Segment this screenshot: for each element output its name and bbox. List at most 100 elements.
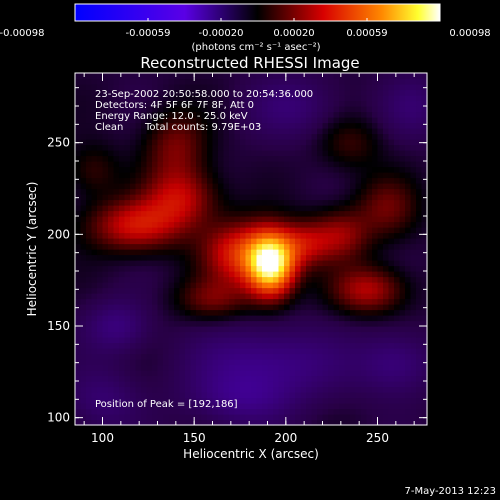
heatmap-cell: [146, 84, 153, 91]
heatmap-cell: [284, 375, 291, 382]
heatmap-cell: [267, 304, 274, 311]
heatmap-cell: [168, 89, 175, 96]
heatmap-cell: [377, 73, 384, 80]
heatmap-cell: [322, 342, 329, 349]
heatmap-cell: [91, 106, 98, 113]
heatmap-cell: [399, 342, 406, 349]
heatmap-cell: [196, 117, 203, 124]
heatmap-cell: [212, 254, 219, 261]
heatmap-cell: [201, 348, 208, 355]
heatmap-cell: [416, 183, 423, 190]
heatmap-cell: [207, 386, 214, 393]
heatmap-cell: [119, 161, 126, 168]
heatmap-cell: [399, 408, 406, 415]
heatmap-cell: [80, 348, 87, 355]
heatmap-cell: [185, 271, 192, 278]
heatmap-cell: [344, 166, 351, 173]
heatmap-cell: [388, 194, 395, 201]
heatmap-cell: [119, 166, 126, 173]
heatmap-cell: [405, 89, 412, 96]
heatmap-cell: [355, 100, 362, 107]
heatmap-cell: [366, 177, 373, 184]
heatmap-cell: [240, 128, 247, 135]
heatmap-cell: [113, 304, 120, 311]
heatmap-cell: [388, 282, 395, 289]
heatmap-cell: [372, 408, 379, 415]
heatmap-cell: [267, 331, 274, 338]
heatmap-cell: [119, 84, 126, 91]
heatmap-cell: [240, 397, 247, 404]
heatmap-cell: [240, 414, 247, 421]
heatmap-cell: [245, 210, 252, 217]
heatmap-cell: [416, 89, 423, 96]
heatmap-cell: [333, 320, 340, 327]
heatmap-cell: [168, 144, 175, 151]
heatmap-cell: [201, 337, 208, 344]
heatmap-cell: [333, 139, 340, 146]
heatmap-cell: [168, 370, 175, 377]
heatmap-cell: [410, 73, 417, 80]
heatmap-cell: [399, 128, 406, 135]
heatmap-cell: [86, 298, 93, 305]
heatmap-cell: [388, 381, 395, 388]
heatmap-cell: [399, 331, 406, 338]
heatmap-cell: [284, 392, 291, 399]
heatmap-cell: [218, 95, 225, 102]
heatmap-cell: [223, 381, 230, 388]
heatmap-cell: [405, 249, 412, 256]
heatmap-cell: [157, 194, 164, 201]
heatmap-cell: [278, 331, 285, 338]
heatmap-cell: [388, 106, 395, 113]
heatmap-cell: [383, 342, 390, 349]
heatmap-cell: [350, 117, 357, 124]
heatmap-cell: [179, 260, 186, 267]
heatmap-cell: [174, 232, 181, 239]
heatmap-cell: [223, 392, 230, 399]
heatmap-cell: [306, 199, 313, 206]
heatmap-cell: [416, 320, 423, 327]
heatmap-cell: [278, 227, 285, 234]
heatmap-cell: [86, 249, 93, 256]
heatmap-cell: [317, 320, 324, 327]
heatmap-cell: [245, 150, 252, 157]
heatmap-cell: [366, 315, 373, 322]
heatmap-cell: [311, 238, 318, 245]
heatmap-cell: [124, 397, 131, 404]
heatmap-cell: [135, 265, 142, 272]
heatmap-cell: [333, 392, 340, 399]
heatmap-cell: [311, 386, 318, 393]
heatmap-cell: [91, 293, 98, 300]
heatmap-cell: [278, 337, 285, 344]
heatmap-cell: [366, 254, 373, 261]
heatmap-cell: [152, 293, 159, 300]
heatmap-cell: [366, 309, 373, 316]
heatmap-cell: [201, 188, 208, 195]
heatmap-cell: [416, 139, 423, 146]
heatmap-cell: [168, 392, 175, 399]
heatmap-cell: [416, 128, 423, 135]
heatmap-cell: [355, 342, 362, 349]
heatmap-cell: [179, 166, 186, 173]
heatmap-cell: [317, 309, 324, 316]
heatmap-cell: [108, 254, 115, 261]
heatmap-cell: [135, 183, 142, 190]
heatmap-cell: [218, 106, 225, 113]
heatmap-cell: [394, 150, 401, 157]
heatmap-cell: [295, 95, 302, 102]
heatmap-cell: [245, 304, 252, 311]
heatmap-cell: [174, 386, 181, 393]
heatmap-cell: [163, 111, 170, 118]
heatmap-cell: [146, 282, 153, 289]
heatmap-cell: [108, 271, 115, 278]
heatmap-cell: [75, 238, 82, 245]
heatmap-cell: [251, 298, 258, 305]
heatmap-cell: [317, 375, 324, 382]
heatmap-cell: [344, 177, 351, 184]
heatmap-cell: [256, 117, 263, 124]
heatmap-cell: [361, 117, 368, 124]
heatmap-cell: [306, 375, 313, 382]
heatmap-cell: [130, 122, 137, 129]
heatmap-cell: [317, 331, 324, 338]
heatmap-cell: [223, 150, 230, 157]
heatmap-cell: [223, 89, 230, 96]
